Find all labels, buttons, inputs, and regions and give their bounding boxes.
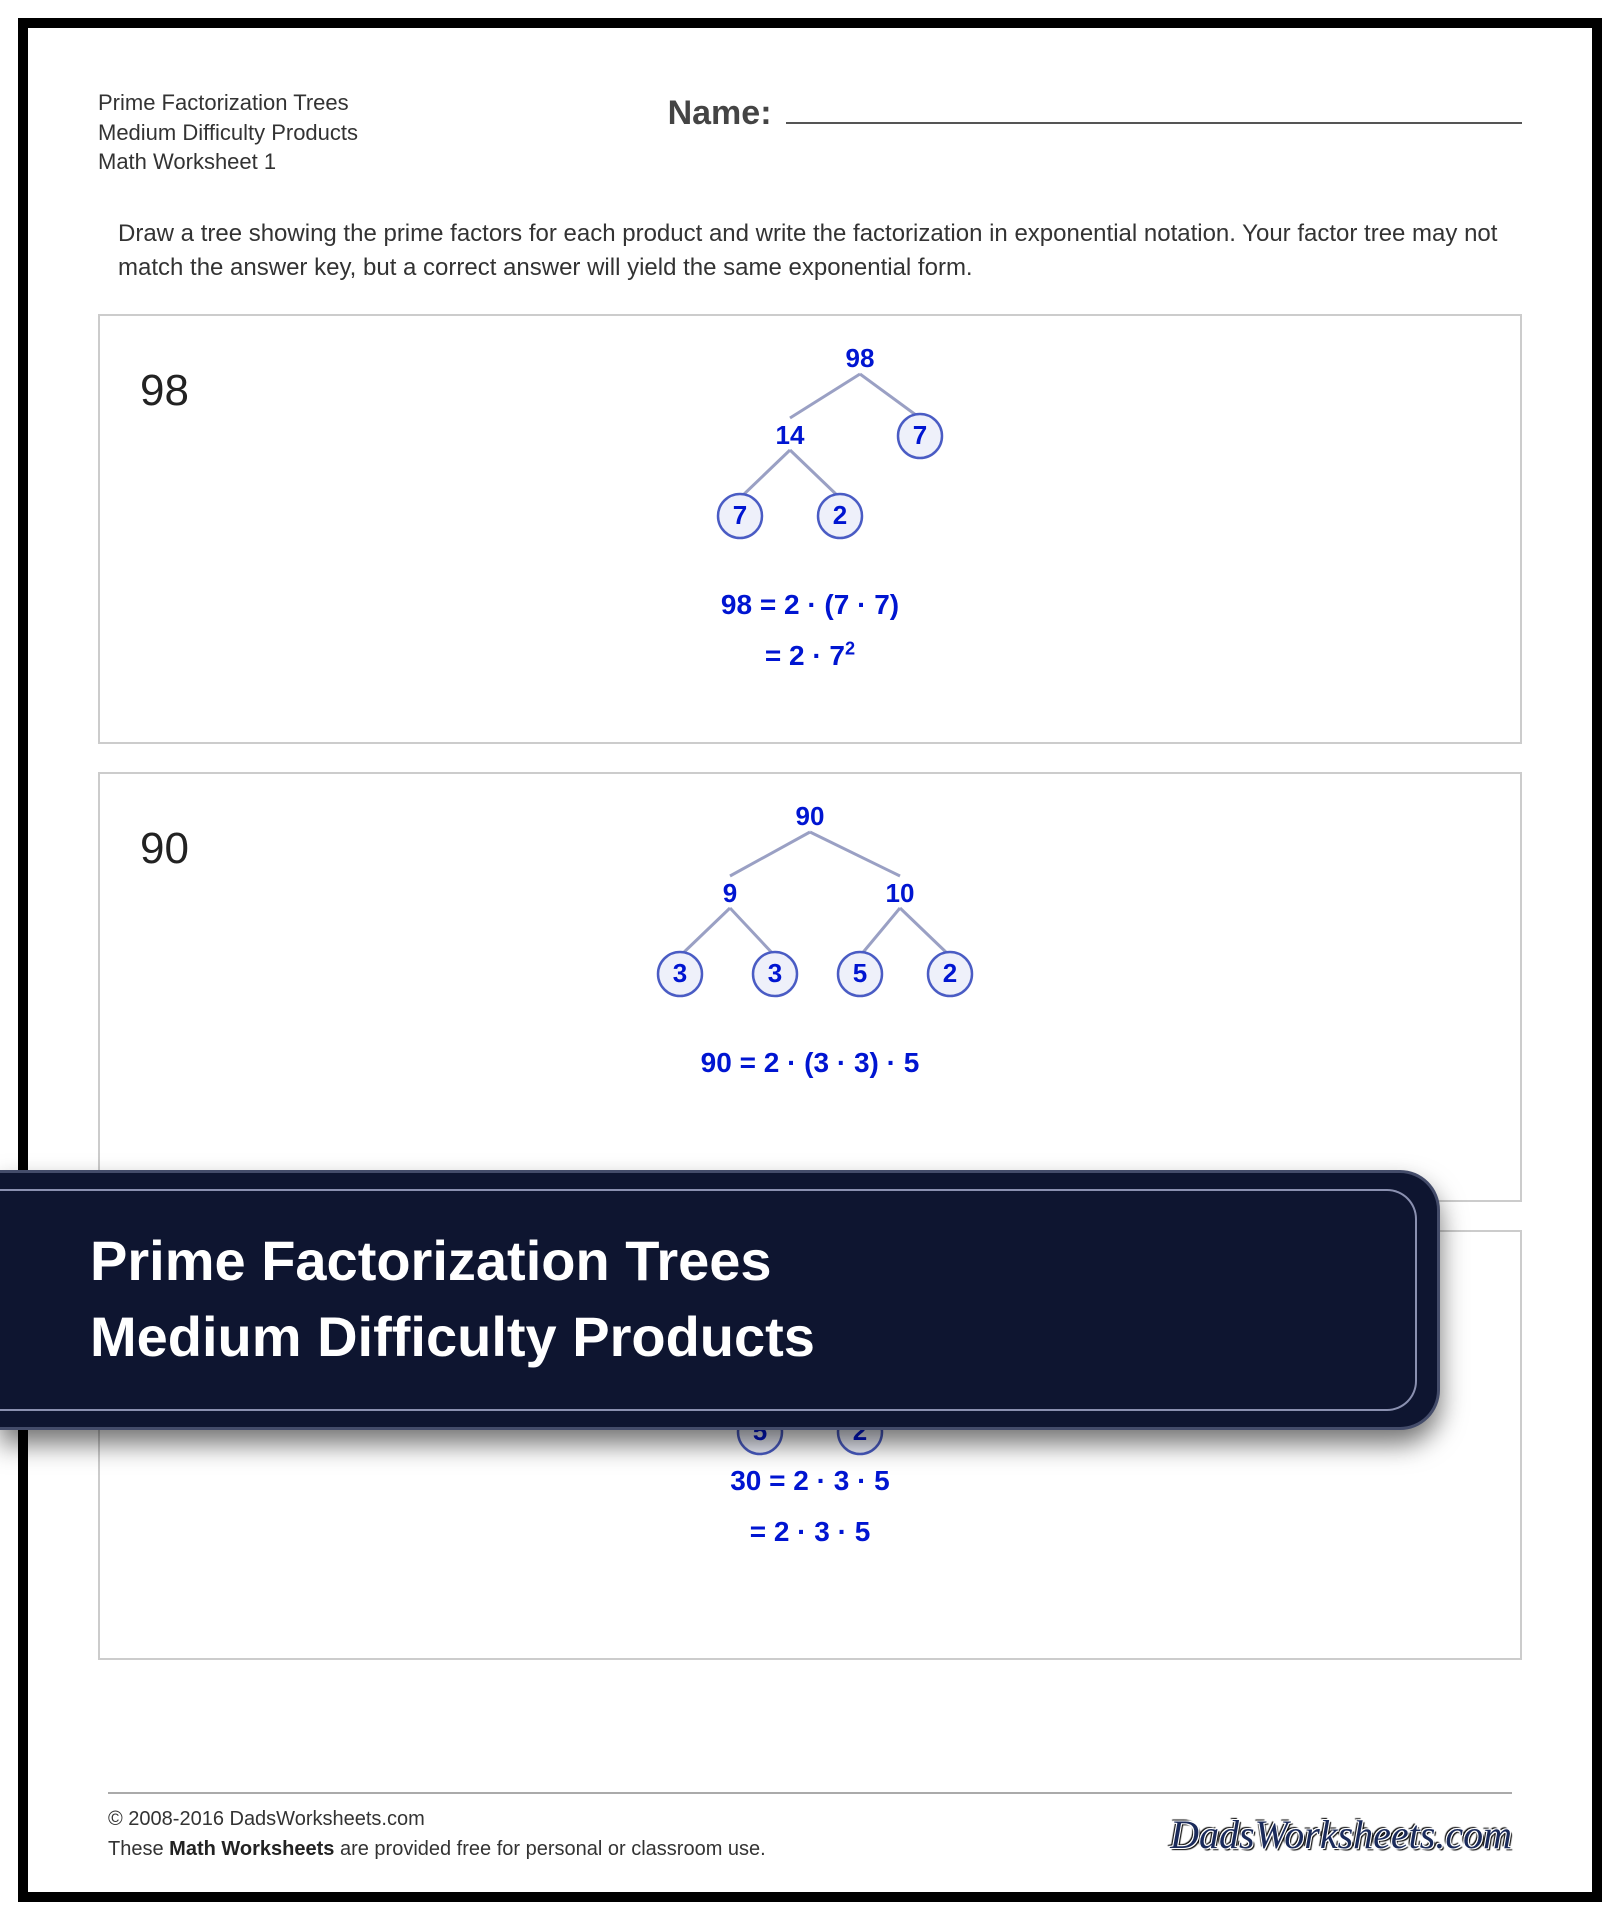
header: Prime Factorization Trees Medium Difficu… [98, 88, 1522, 177]
equation-line-2: = 2 · 3 · 5 [130, 1507, 1490, 1557]
overlay-line-2: Medium Difficulty Products [90, 1299, 1377, 1375]
svg-text:7: 7 [733, 500, 747, 530]
header-line-3: Math Worksheet 1 [98, 147, 668, 177]
name-underline [786, 94, 1522, 124]
title-overlay-banner: Prime Factorization Trees Medium Difficu… [0, 1170, 1440, 1430]
svg-text:14: 14 [776, 420, 805, 450]
instructions: Draw a tree showing the prime factors fo… [118, 217, 1502, 284]
footer-text: © 2008-2016 DadsWorksheets.com These Mat… [108, 1804, 766, 1864]
footer-disclaimer: These Math Worksheets are provided free … [108, 1834, 766, 1864]
problem-box: 90 90 9 10 3 3 5 2 90 = 2 · (3 · 3) · 5 [98, 772, 1522, 1202]
name-label: Name: [668, 94, 772, 133]
svg-text:90: 90 [796, 801, 825, 831]
svg-text:3: 3 [673, 958, 687, 988]
overlay-line-1: Prime Factorization Trees [90, 1223, 1377, 1299]
svg-text:7: 7 [913, 420, 927, 450]
header-line-2: Medium Difficulty Products [98, 118, 668, 148]
footer-copyright: © 2008-2016 DadsWorksheets.com [108, 1804, 766, 1834]
svg-text:2: 2 [943, 958, 957, 988]
problem-box: 98 98 14 7 7 2 98 = 2 · (7 · 7) = 2 · 72 [98, 314, 1522, 744]
header-meta: Prime Factorization Trees Medium Difficu… [98, 88, 668, 177]
equation-line-1: 98 = 2 · (7 · 7) [130, 580, 1490, 630]
svg-text:10: 10 [886, 878, 915, 908]
equation-line-2: = 2 · 72 [130, 631, 1490, 681]
name-field: Name: [668, 88, 1522, 133]
svg-text:2: 2 [833, 500, 847, 530]
factor-tree: 98 14 7 7 2 [130, 336, 1490, 576]
factorization-equation: 98 = 2 · (7 · 7) = 2 · 72 [130, 580, 1490, 681]
worksheet-page: Prime Factorization Trees Medium Difficu… [18, 18, 1602, 1902]
equation-line-1: 90 = 2 · (3 · 3) · 5 [130, 1038, 1490, 1088]
svg-text:3: 3 [768, 958, 782, 988]
brand-logo: DadsWorksheets.com [1170, 1811, 1512, 1858]
factorization-equation: 90 = 2 · (3 · 3) · 5 [130, 1038, 1490, 1088]
svg-text:98: 98 [846, 343, 875, 373]
svg-text:9: 9 [723, 878, 737, 908]
factor-tree: 90 9 10 3 3 5 2 [130, 794, 1490, 1034]
header-line-1: Prime Factorization Trees [98, 88, 668, 118]
footer: © 2008-2016 DadsWorksheets.com These Mat… [108, 1792, 1512, 1864]
svg-text:5: 5 [853, 958, 867, 988]
